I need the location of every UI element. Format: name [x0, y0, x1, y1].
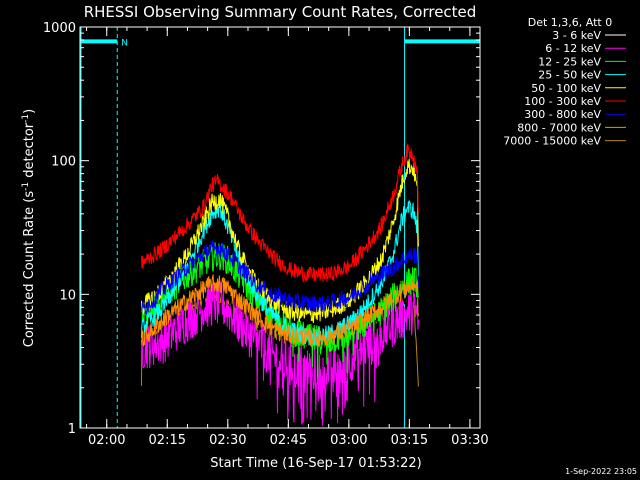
legend-entry-label: 25 - 50 keV: [538, 69, 601, 82]
y-tick-label: 100: [51, 155, 76, 170]
legend-entry-label: 100 - 300 keV: [524, 95, 601, 108]
legend-entry-label: 6 - 12 keV: [545, 42, 601, 55]
legend-entry-label: 50 - 100 keV: [531, 82, 601, 95]
series-lines: [141, 143, 419, 426]
x-tick-label: 03:30: [451, 433, 488, 448]
x-tick-label: 03:00: [330, 433, 367, 448]
legend-entry-label: 800 - 7000 keV: [517, 121, 601, 134]
y-axis-ticks: 1 10 100 1000: [43, 21, 480, 437]
series-line: [141, 158, 419, 324]
x-tick-label: 02:00: [88, 433, 125, 448]
timestamp-stamp: 1-Sep-2022 23:05: [565, 467, 637, 476]
plot-frame: [79, 26, 481, 429]
y-tick-label: 1000: [43, 21, 76, 36]
series-line: [141, 239, 419, 316]
legend-entry-label: 300 - 800 keV: [524, 108, 601, 121]
y-tick-label: 10: [59, 288, 76, 303]
x-tick-label: 02:30: [209, 433, 246, 448]
night-marker-label: N: [121, 38, 128, 48]
series-line: [141, 199, 419, 347]
plot-area-border: [79, 26, 481, 429]
legend-entry-label: 12 - 25 keV: [538, 55, 601, 68]
x-tick-label: 02:45: [270, 433, 307, 448]
legend-entry-label: 3 - 6 keV: [552, 29, 601, 42]
legend-header: Det 1,3,6, Att 0: [528, 16, 612, 29]
x-tick-label: 03:15: [391, 433, 428, 448]
x-axis-label: Start Time (16-Sep-17 01:53:22): [210, 456, 421, 471]
x-axis-ticks: 02:00 02:15 02:30 02:45 03:00 03:15 03:30: [86, 27, 489, 448]
y-axis-label: Corrected Count Rate (s-1 detector-1): [21, 109, 37, 347]
series-line: [141, 143, 419, 284]
chart-title: RHESSI Observing Summary Count Rates, Co…: [84, 3, 477, 21]
y-tick-label: 1: [68, 422, 76, 437]
legend-entry-label: 7000 - 15000 keV: [503, 135, 601, 148]
x-tick-label: 02:15: [149, 433, 186, 448]
series-line: [141, 274, 419, 347]
series-line: [141, 280, 419, 426]
